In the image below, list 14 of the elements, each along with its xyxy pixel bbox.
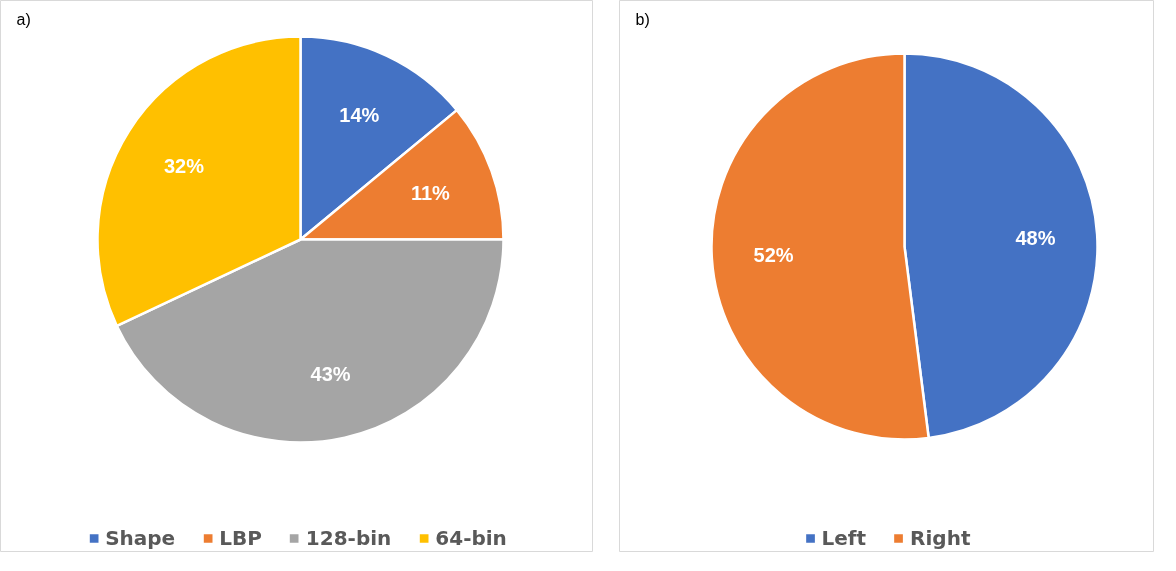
data-label: 52% [753,243,794,266]
chart-title: a) [16,10,31,28]
legend-label: Left [821,526,867,550]
legend-label: LBP [219,526,262,550]
legend-label: Shape [105,526,176,550]
legend-label: 128-bin [305,526,392,550]
legend-label: 64-bin [435,526,507,550]
data-label: 14% [339,103,380,126]
data-label: 48% [1015,227,1056,250]
data-label: 32% [163,154,205,177]
data-label: 11% [410,181,451,204]
chart-title: b) [635,10,650,28]
data-label: 43% [310,363,351,386]
legend-label: Right [910,526,971,550]
